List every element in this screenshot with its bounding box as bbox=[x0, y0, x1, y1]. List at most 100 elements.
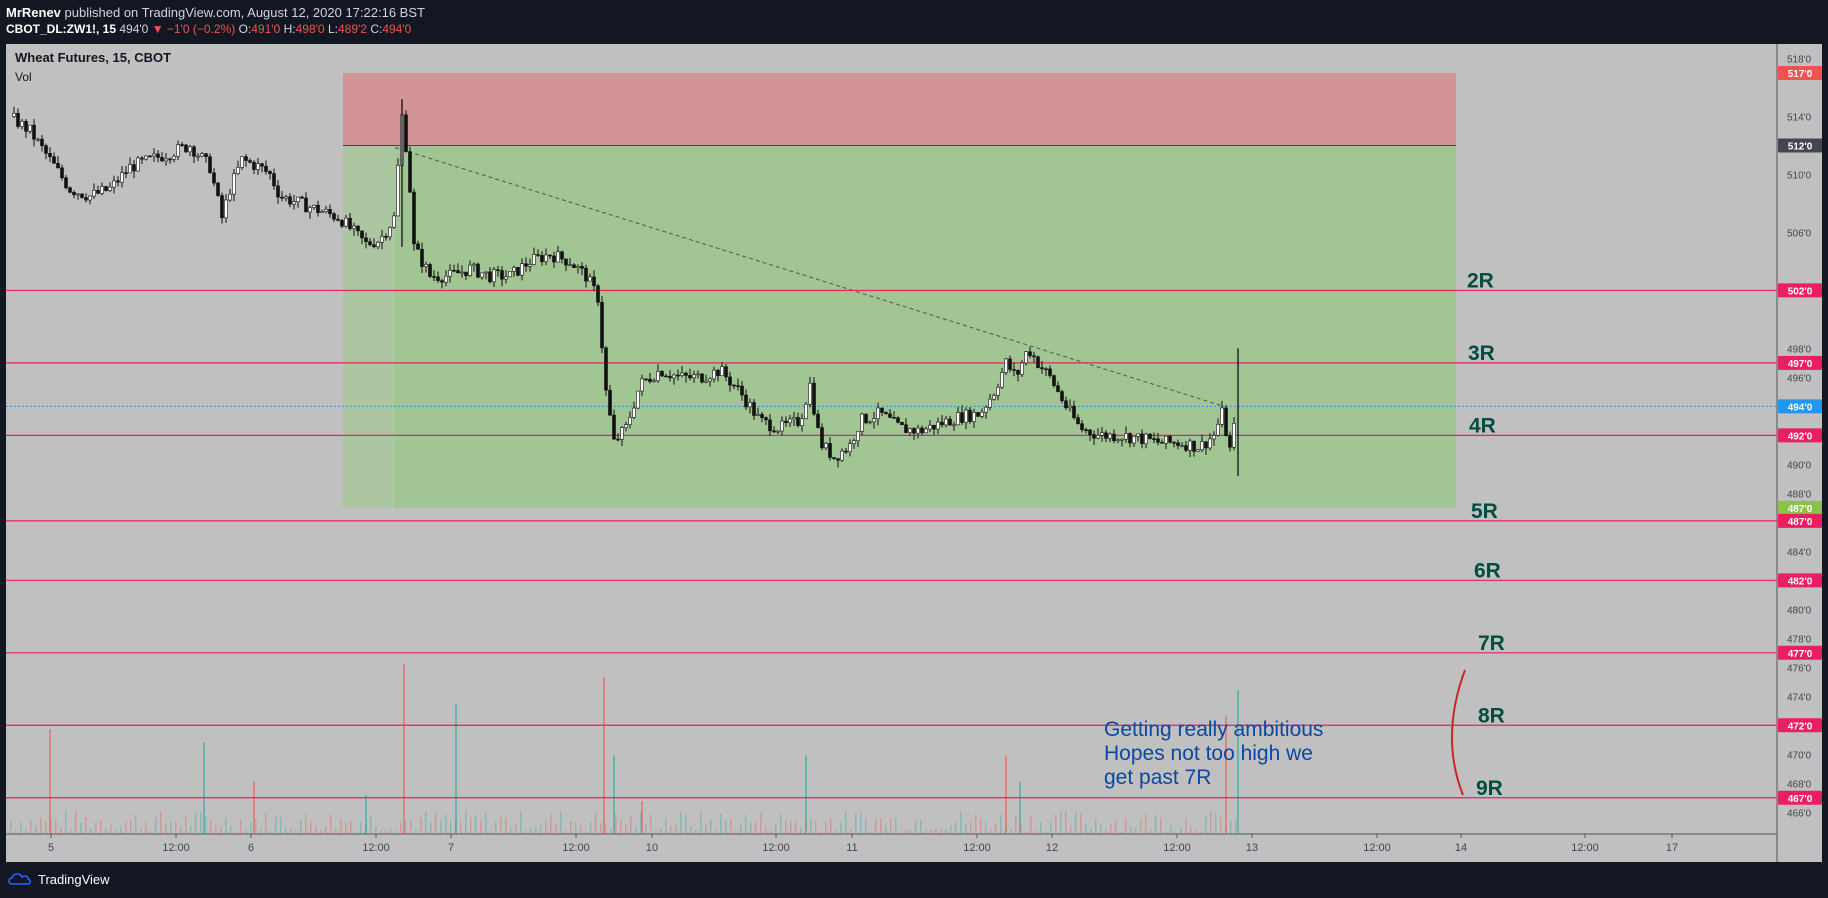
volume-bar bbox=[255, 819, 257, 834]
symbol-name[interactable]: CBOT_DL:ZW1!, 15 bbox=[6, 22, 117, 36]
candle-body bbox=[960, 412, 964, 423]
candle-body bbox=[804, 403, 808, 420]
candle-body bbox=[972, 412, 976, 422]
publisher-name[interactable]: MrRenev bbox=[6, 5, 61, 20]
volume-bar bbox=[215, 824, 217, 834]
volume-bar bbox=[1230, 820, 1232, 834]
x-tick-label: 12:00 bbox=[1163, 842, 1191, 854]
price-tag[interactable] bbox=[1778, 645, 1822, 660]
candle-body bbox=[1208, 438, 1212, 449]
volume-bar bbox=[555, 824, 557, 834]
x-tick-label: 13 bbox=[1246, 842, 1258, 854]
candle-body bbox=[300, 196, 304, 199]
candle-body bbox=[1028, 351, 1032, 357]
volume-bar bbox=[415, 829, 417, 834]
volume-bar bbox=[605, 823, 607, 834]
volume-bar bbox=[1130, 826, 1132, 834]
price-tag[interactable] bbox=[1778, 283, 1822, 298]
volume-bar bbox=[630, 815, 632, 834]
candle-body bbox=[772, 430, 776, 433]
price-tag[interactable] bbox=[1778, 573, 1822, 588]
volume-bar bbox=[830, 818, 832, 834]
candle-body bbox=[668, 376, 672, 379]
candle-body bbox=[556, 251, 560, 263]
candle-body bbox=[624, 424, 628, 428]
y-tick-label: 496'0 bbox=[1787, 373, 1812, 384]
price-tag[interactable] bbox=[1778, 718, 1822, 733]
volume-bar bbox=[145, 822, 147, 834]
candle-body bbox=[724, 366, 728, 378]
candle-body bbox=[492, 269, 496, 283]
time-axis-background[interactable] bbox=[6, 834, 1777, 862]
stop-loss-zone[interactable] bbox=[343, 72, 1456, 146]
price-tag[interactable] bbox=[1778, 513, 1822, 528]
volume-bar bbox=[370, 816, 372, 834]
price-tag[interactable] bbox=[1778, 138, 1822, 153]
tradingview-logo-icon[interactable] bbox=[8, 871, 32, 887]
volume-bar bbox=[115, 830, 117, 834]
volume-bar bbox=[1205, 816, 1207, 834]
candle-body bbox=[548, 254, 552, 257]
candle-body bbox=[784, 420, 788, 424]
candle-body bbox=[416, 243, 420, 250]
price-tag[interactable] bbox=[1778, 428, 1822, 443]
volume-bar bbox=[1050, 822, 1052, 834]
candle-body bbox=[56, 163, 60, 169]
volume-bar bbox=[210, 819, 212, 834]
candle-body bbox=[92, 190, 96, 197]
volume-bar bbox=[1215, 812, 1217, 834]
candle-body bbox=[408, 151, 412, 193]
candle-body bbox=[1036, 356, 1040, 368]
volume-bar bbox=[975, 814, 977, 834]
volume-bar bbox=[280, 817, 282, 834]
candle-body bbox=[328, 209, 332, 215]
candle-body bbox=[776, 430, 780, 433]
volume-bar bbox=[1195, 829, 1197, 834]
price-tag-label: 502'0 bbox=[1788, 286, 1813, 297]
price-tag[interactable] bbox=[1778, 790, 1822, 805]
candle-body bbox=[504, 276, 508, 280]
x-tick-label: 12:00 bbox=[963, 842, 991, 854]
candle-body bbox=[568, 264, 572, 267]
high-value: 498'0 bbox=[295, 22, 325, 36]
volume-bar bbox=[1020, 823, 1022, 834]
volume-bar bbox=[660, 829, 662, 834]
volume-bar bbox=[375, 826, 377, 834]
candle-body bbox=[196, 155, 200, 158]
candle-body bbox=[1004, 358, 1008, 373]
volume-bar bbox=[615, 813, 617, 834]
volume-bar bbox=[425, 812, 427, 834]
volume-bar bbox=[775, 824, 777, 834]
candle-body bbox=[1176, 442, 1180, 446]
candle-body bbox=[220, 195, 224, 219]
candle-body bbox=[768, 419, 772, 432]
candle-body bbox=[1216, 424, 1220, 436]
candle-body bbox=[1120, 438, 1124, 441]
price-tag[interactable] bbox=[1778, 355, 1822, 370]
candle-body bbox=[856, 430, 860, 442]
tradingview-footer: TradingView bbox=[8, 868, 110, 890]
volume-bar bbox=[30, 819, 32, 834]
low-value: 489'2 bbox=[337, 22, 367, 36]
candle-body bbox=[104, 186, 108, 191]
volume-bar bbox=[385, 830, 387, 834]
price-tag[interactable] bbox=[1778, 399, 1822, 414]
price-tag[interactable] bbox=[1778, 65, 1822, 80]
r-level-label: 3R bbox=[1468, 342, 1495, 365]
candle-body bbox=[352, 225, 356, 229]
candle-body bbox=[992, 395, 996, 400]
candle-body bbox=[824, 443, 828, 449]
volume-bar bbox=[930, 830, 932, 834]
candle-body bbox=[912, 428, 916, 434]
candle-body bbox=[208, 156, 212, 174]
volume-bar bbox=[20, 822, 22, 834]
volume-bar bbox=[185, 815, 187, 834]
volume-bar bbox=[530, 827, 532, 834]
price-tag[interactable] bbox=[1778, 500, 1822, 515]
y-tick-label: 476'0 bbox=[1787, 663, 1812, 674]
candle-body bbox=[296, 196, 300, 202]
candle-body bbox=[356, 225, 360, 232]
candle-body bbox=[696, 373, 700, 376]
price-axis-background[interactable] bbox=[1777, 44, 1822, 862]
